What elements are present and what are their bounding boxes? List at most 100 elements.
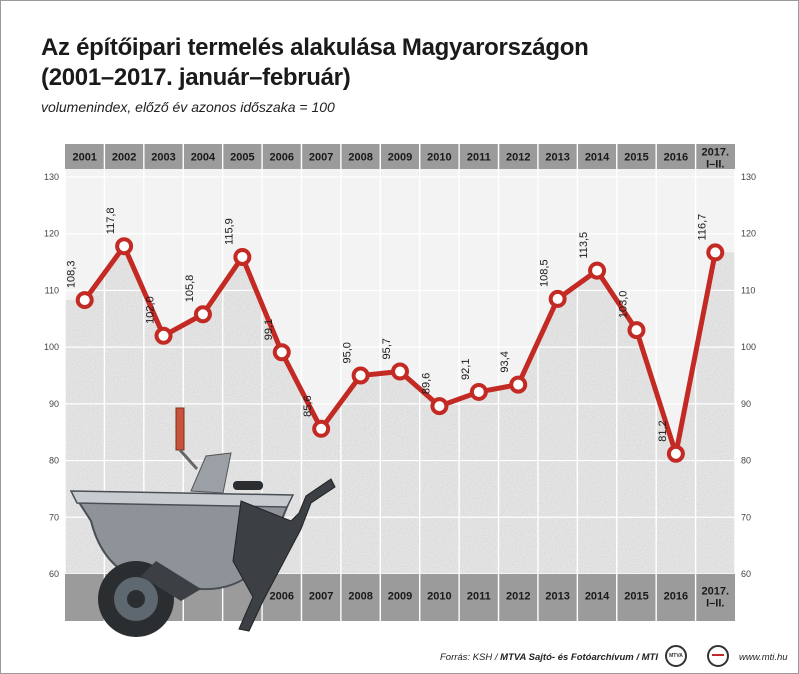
top-year-label: 2003 [151,152,175,164]
y-tick-label-left: 90 [49,399,59,409]
bottom-year-label: 2013 [545,591,569,603]
data-label: 103,0 [617,291,629,319]
trowel-handle [175,407,185,451]
y-tick-label-right: 70 [741,512,751,522]
y-tick-label-right: 100 [741,342,756,352]
data-point-2002 [115,237,134,256]
y-tick-label-right: 90 [741,399,751,409]
y-tick-label-left: 70 [49,512,59,522]
data-label: 95,0 [342,342,354,363]
line-chart: 2001 2002 2003 2004 2005 2006 2007 2008 2009 2010… [44,144,756,637]
top-year-label: 2008 [348,152,372,164]
data-label: 116,7 [696,214,708,241]
data-point-2016 [666,444,685,463]
barrow-frame [232,478,336,632]
data-label: 108,3 [66,261,78,289]
footer: Forrás: KSH / MTVA Sajtó- és Fotóarchívu… [1,639,798,673]
data-label: 108,5 [539,259,551,287]
trowel-blade [190,452,232,494]
bottom-year-label: 2014 [585,591,610,603]
top-year-label: I–II. [706,159,724,171]
data-point-2013 [548,289,567,308]
data-point-2005 [233,247,252,266]
data-point-2008 [351,366,370,385]
barrow-wheel-axle [127,590,145,608]
data-point-2007 [312,419,331,438]
data-label: 105,8 [184,275,196,303]
y-tick-label-right: 80 [741,456,751,466]
bottom-year-label: 2007 [309,591,333,603]
top-year-label: 2004 [191,152,216,164]
source-org: MTVA Sajtó- és Fotóarchívum / MTI [500,652,658,663]
bottom-year-label: 2015 [624,591,648,603]
mtva-logo-icon: MTVA [665,645,687,667]
y-tick-label-right: 120 [741,229,756,239]
top-year-label: 2011 [467,152,491,164]
area-texture [65,246,735,575]
bottom-year-label: 2010 [427,591,451,603]
data-point-2004 [193,305,212,324]
data-point-2014 [588,261,607,280]
chart-title-line1: Az építőipari termelés alakulása Magyaro… [41,34,589,61]
data-point-2001 [75,291,94,310]
data-label: 81,2 [657,420,669,441]
data-label: 95,7 [381,338,393,359]
barrow-grip [233,481,263,490]
bottom-year-label: 2017. [702,586,730,598]
data-point-2006 [272,343,291,362]
top-year-label: 2006 [270,152,294,164]
bottom-year-label: 2012 [506,591,530,603]
bottom-year-label: 2008 [348,591,372,603]
trowel-shank [178,448,199,471]
y-tick-label-left: 120 [44,229,59,239]
top-year-label: 2017. [702,147,730,159]
data-label: 93,4 [499,351,511,372]
data-label: 89,6 [420,373,432,394]
bottom-year-label: 2016 [664,591,688,603]
wheelbarrow-illustration [69,407,336,637]
source-prefix: Forrás: KSH / [439,652,501,663]
top-year-label: 2001 [72,152,96,164]
top-year-label: 2009 [388,152,412,164]
bottom-year-label: 2009 [388,591,412,603]
data-point-2012 [509,375,528,394]
source-credit: Forrás: KSH / MTVA Sajtó- és Fotóarchívu… [440,652,658,663]
bottom-year-label: 2011 [467,591,491,603]
top-year-label: 2010 [427,152,451,164]
data-point-2003 [154,326,173,345]
y-tick-label-right: 110 [741,285,755,295]
y-tick-label-left: 80 [49,456,59,466]
data-label: 117,8 [105,207,117,234]
data-point-2015 [627,321,646,340]
data-label: 115,9 [223,218,235,245]
barrow-fork [141,561,201,601]
top-year-band [65,144,735,169]
y-tick-label-left: 100 [44,342,59,352]
top-year-label: 2007 [309,152,333,164]
barrow-rim [69,490,295,508]
y-tick-label-right: 60 [741,569,751,579]
logo-text: MTVA [669,653,683,659]
data-label: 92,1 [460,359,472,380]
data-point-2010 [430,397,449,416]
chart-title-line2: (2001–2017. január–február) [41,64,351,91]
data-label: 102,0 [145,296,157,324]
chart-subtitle: volumenindex, előző év azonos időszaka =… [41,99,335,115]
y-tick-label-left: 110 [45,285,59,295]
top-year-label: 2002 [112,152,136,164]
mti-logo-icon [707,645,729,667]
data-label: 99,1 [263,319,275,340]
data-point-2011 [469,382,488,401]
data-point-2009 [391,362,409,381]
top-year-label: 2014 [585,152,610,164]
top-year-label: 2013 [545,152,569,164]
site-url: www.mti.hu [739,652,788,663]
bottom-year-label: 2006 [270,591,294,603]
y-tick-label-left: 60 [49,569,59,579]
data-label: 85,6 [302,395,314,416]
y-tick-label-right: 130 [741,172,756,182]
top-year-label: 2012 [506,152,530,164]
bottom-year-label: I–II. [706,598,724,610]
top-year-label: 2015 [624,152,648,164]
